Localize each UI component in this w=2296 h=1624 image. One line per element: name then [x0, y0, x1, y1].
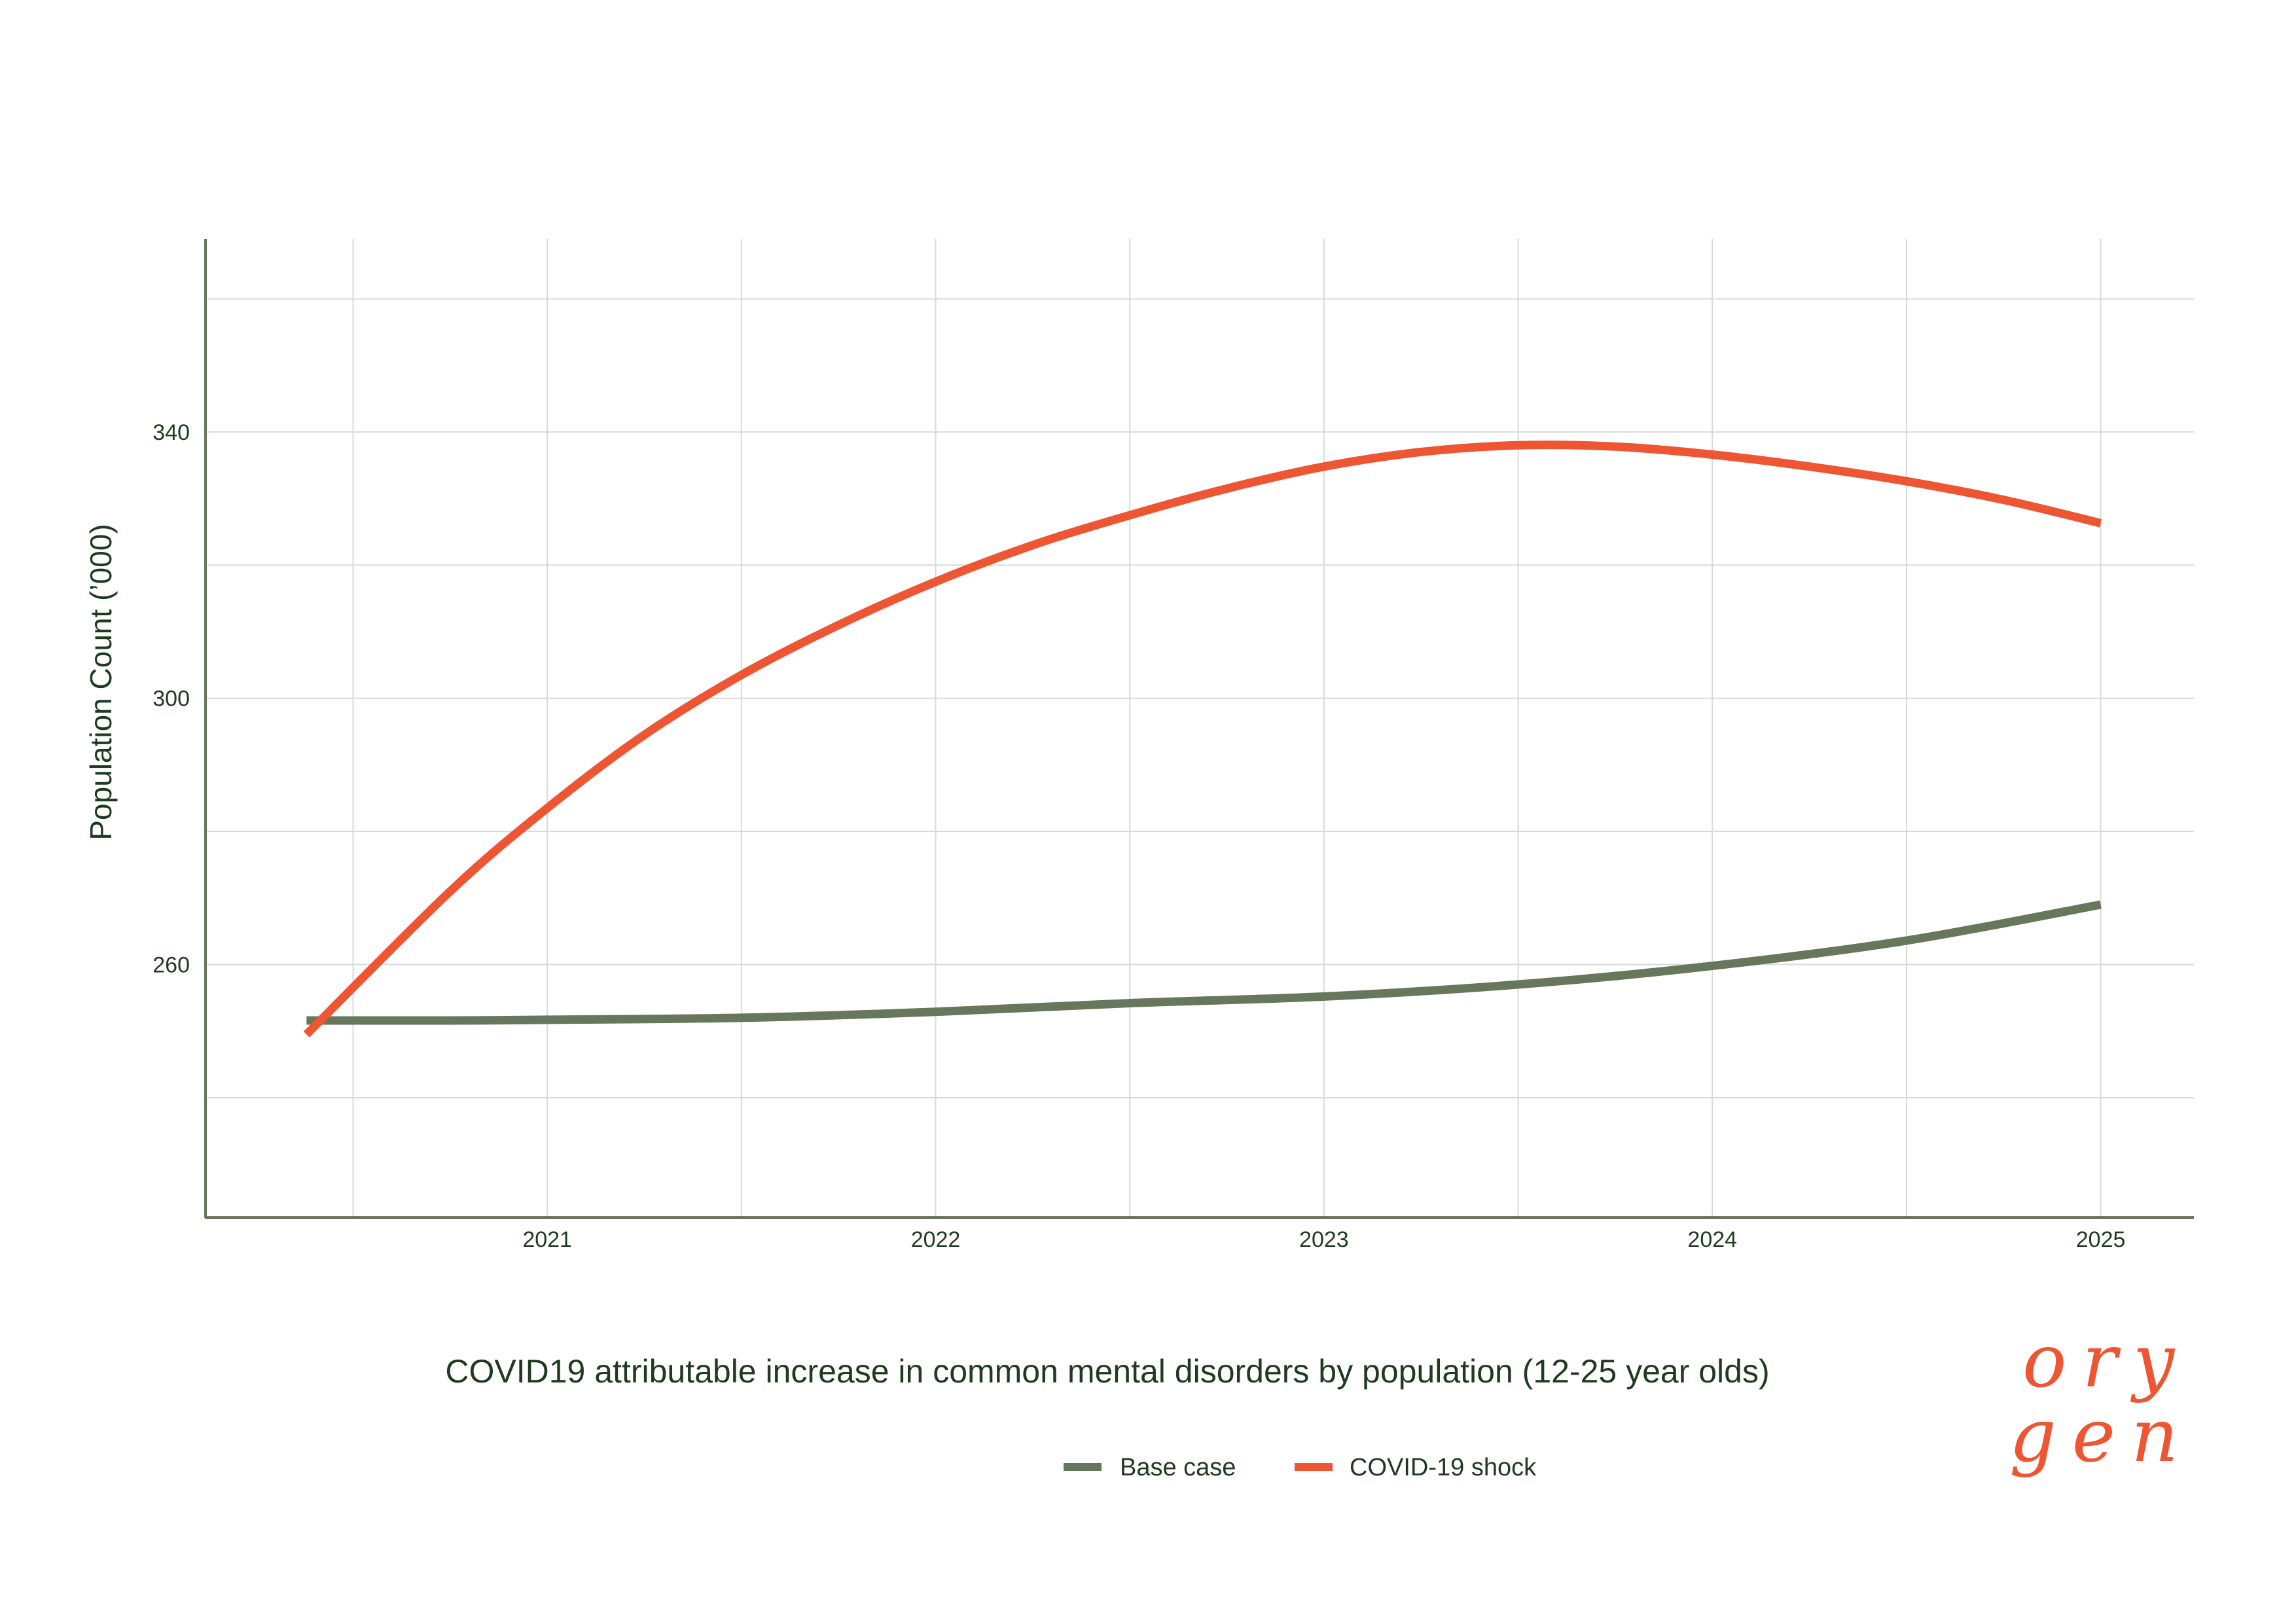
- x-tick-label-2022: 2022: [911, 1227, 961, 1252]
- x-tick-label-2024: 2024: [1687, 1227, 1737, 1252]
- y-tick-label-260: 260: [152, 953, 190, 978]
- logo-text-top: ory: [2022, 1319, 2190, 1404]
- y-axis-title: Population Count (’000): [84, 524, 118, 840]
- legend: Base case COVID-19 shock: [1064, 1454, 1537, 1481]
- x-tick-label-2021: 2021: [522, 1227, 572, 1252]
- grid-layer: [206, 239, 2194, 1218]
- labels-layer: 2021 2022 2023 2024 2025 260 300 340: [152, 420, 2125, 1252]
- series-line-covid-19-shock: [303, 441, 2102, 1038]
- logo-text-bottom: gen: [2009, 1394, 2194, 1479]
- x-tick-label-2023: 2023: [1299, 1227, 1349, 1252]
- legend-label-base-case: Base case: [1120, 1454, 1236, 1481]
- y-tick-label-300: 300: [152, 687, 190, 712]
- chart-title: COVID19 attributable increase in common …: [445, 1353, 1769, 1390]
- y-tick-label-340: 340: [152, 420, 190, 445]
- series-line-base-case: [306, 900, 2102, 1025]
- legend-label-covid-19-shock: COVID-19 shock: [1350, 1454, 1537, 1481]
- axes-layer: [204, 239, 2194, 1219]
- series-layer: [303, 441, 2102, 1038]
- x-tick-label-2025: 2025: [2076, 1227, 2126, 1252]
- orygen-logo: ory gen: [2009, 1319, 2194, 1479]
